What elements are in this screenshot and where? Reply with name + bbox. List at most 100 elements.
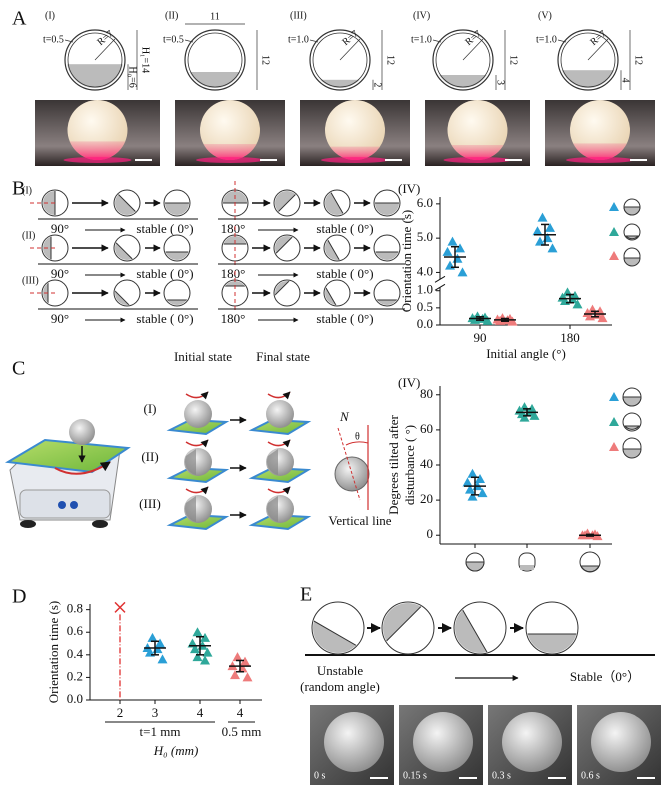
axis-break	[434, 283, 446, 291]
x-tick-label: 4	[237, 705, 244, 720]
design-label: (III)	[290, 10, 307, 21]
filling	[313, 619, 359, 653]
filling	[312, 79, 368, 88]
legend-swatch	[609, 392, 619, 401]
stable-label: stable ( 0°)	[316, 266, 373, 281]
data-point	[547, 243, 558, 253]
y-axis-label: Orientation time (s)	[399, 210, 414, 313]
angle-label: 180°	[221, 266, 246, 281]
data-point	[455, 243, 465, 253]
capsule-fill	[165, 202, 189, 215]
y-axis-label: Degrees tilted after	[386, 415, 401, 515]
frame-time: 0 s	[314, 770, 326, 781]
thickness-label: t=1.0	[288, 34, 309, 45]
filling	[527, 633, 577, 653]
photo-glow	[196, 157, 264, 163]
y-tick-label: 0.4	[67, 646, 84, 661]
y-tick-label: 0.5	[417, 299, 433, 314]
data-point	[572, 299, 583, 309]
angle-label: 90°	[51, 311, 69, 326]
filling	[455, 607, 489, 653]
capsule-fill	[275, 236, 295, 256]
frame-time: 0.15 s	[403, 770, 427, 781]
sphere	[266, 400, 294, 428]
data-point	[462, 477, 473, 487]
data-point	[157, 654, 168, 664]
data-point	[507, 316, 518, 326]
panel-label: E	[300, 584, 312, 606]
stable-label: Stable（0°）	[570, 669, 640, 684]
data-point	[457, 267, 468, 277]
x-axis-label: Initial angle (°)	[486, 346, 566, 361]
thickness-label: t=1.0	[411, 34, 432, 45]
data-point	[442, 246, 453, 256]
capsule-fill	[165, 251, 189, 260]
data-point	[467, 491, 478, 501]
data-point	[470, 314, 480, 324]
thickness-label: t=0.5	[163, 34, 184, 45]
data-point	[242, 672, 253, 682]
shell-inner	[312, 32, 368, 88]
y-tick-label: 0.2	[67, 668, 83, 683]
category-icons	[465, 551, 601, 573]
state-label: Final state	[256, 349, 310, 364]
photo-glow	[443, 157, 512, 163]
dim-line	[557, 39, 567, 43]
stable-label: stable ( 0°)	[316, 221, 373, 236]
filling	[67, 64, 123, 88]
unstable-label: Unstable	[317, 663, 363, 678]
data-point	[477, 488, 488, 498]
capsule-fill	[325, 238, 341, 260]
row-label: (III)	[22, 275, 39, 286]
frame-ball	[502, 712, 562, 772]
radius-line	[587, 38, 609, 61]
y-tick-label: 0.8	[67, 601, 83, 616]
photo-glow	[566, 157, 634, 163]
angle-label: 90°	[51, 266, 69, 281]
fill-label: 4	[620, 78, 631, 83]
panel-label: D	[12, 586, 26, 608]
data-point	[532, 226, 543, 236]
design-label: (IV)	[413, 10, 430, 21]
row-label: (II)	[141, 449, 158, 464]
capsule-fill	[375, 299, 399, 305]
row-label: (I)	[22, 185, 32, 196]
sphere	[184, 400, 212, 428]
data-point	[200, 655, 210, 665]
data-point	[537, 212, 548, 222]
data-point	[545, 222, 555, 232]
capsule-fill	[115, 240, 135, 260]
sphere-fill	[266, 496, 278, 522]
data-point	[232, 652, 243, 662]
filling	[375, 202, 399, 215]
shell-inner	[67, 32, 123, 88]
frame-ball	[413, 712, 473, 772]
axis-break	[434, 275, 446, 283]
e-diagram	[305, 623, 655, 681]
frame-ball	[324, 712, 384, 772]
data-point	[467, 468, 478, 478]
y-tick-label: 0.0	[417, 316, 433, 331]
height-label: H₁=14	[140, 47, 151, 73]
thickness-label: t=1.0	[536, 34, 557, 45]
data-point	[147, 632, 158, 642]
legend-swatch	[609, 442, 619, 451]
radius-line	[94, 38, 116, 61]
data-point	[202, 647, 213, 657]
red-arrow	[185, 391, 209, 400]
red-arrow	[185, 486, 209, 495]
capsule	[273, 279, 301, 307]
photo-pink	[570, 143, 630, 160]
x-axis-label: H₀ (mm)	[153, 743, 199, 758]
x-tick-label: 3	[152, 705, 159, 720]
photo-ball	[325, 100, 385, 160]
filling	[275, 236, 295, 256]
photo-glow	[321, 157, 389, 163]
x-tick-label: 180	[560, 330, 580, 345]
row-label: (II)	[22, 230, 35, 241]
data-point	[585, 311, 595, 321]
filling	[165, 251, 189, 260]
design-label: (II)	[165, 10, 178, 21]
thickness-label: t=0.5	[43, 34, 64, 45]
photo-pink	[67, 141, 128, 160]
